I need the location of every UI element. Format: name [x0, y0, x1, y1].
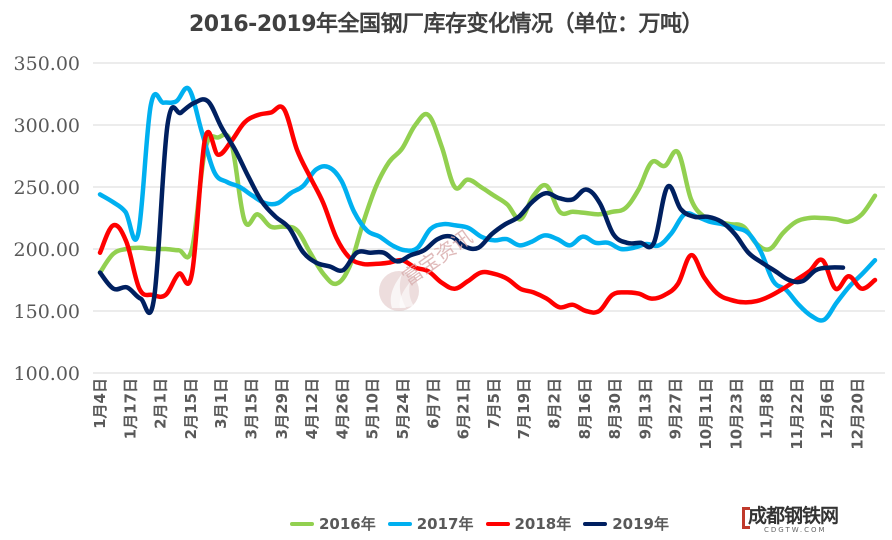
x-tick-label: 7月19日	[515, 378, 533, 439]
gridlines	[93, 62, 885, 374]
site-logo: 成都钢铁网 CDGTW.COM	[742, 505, 870, 534]
x-tick-label: 10月11日	[697, 378, 715, 450]
logo-subtext: CDGTW.COM	[764, 526, 827, 534]
chart-legend: 2016年 2017年 2018年 2019年	[290, 513, 669, 534]
x-tick-label: 8月16日	[576, 378, 594, 439]
x-tick-label: 3月1日	[212, 378, 230, 429]
series-line-2017	[97, 85, 878, 323]
legend-label: 2017年	[416, 515, 474, 533]
legend-item: 2016年	[290, 513, 376, 534]
legend-swatch-icon	[387, 521, 412, 526]
x-tick-label: 9月13日	[636, 378, 654, 439]
y-tick-label: 100.00	[14, 363, 80, 385]
y-axis-ticks: 350.00 300.00 250.00 200.00 150.00 100.00	[14, 53, 80, 385]
x-tick-label: 12月6日	[818, 378, 836, 439]
series-lines	[97, 85, 878, 323]
legend-item: 2019年	[583, 513, 669, 534]
x-tick-label: 7月5日	[485, 378, 503, 429]
legend-label: 2018年	[514, 515, 572, 533]
logo-bracket-icon	[742, 507, 750, 529]
x-tick-label: 1月4日	[91, 378, 109, 429]
legend-label: 2016年	[319, 515, 376, 533]
y-tick-label: 350.00	[14, 53, 80, 75]
x-tick-label: 5月10日	[364, 378, 382, 439]
legend-item: 2018年	[485, 513, 572, 534]
x-tick-label: 12月20日	[849, 378, 867, 450]
watermark-logo-icon	[379, 271, 419, 311]
x-axis-ticks: 1月4日 1月17日 2月1日 2月15日 3月1日 3月15日 3月29日 4月12日 4月2…	[91, 378, 867, 450]
legend-swatch-icon	[290, 521, 314, 526]
x-tick-label: 2月1日	[152, 378, 170, 429]
series-line-2019	[97, 97, 846, 316]
x-tick-label: 3月15日	[243, 378, 261, 439]
x-tick-label: 8月2日	[546, 378, 564, 429]
legend-label: 2019年	[612, 515, 669, 533]
x-tick-label: 5月24日	[394, 378, 412, 439]
x-tick-label: 11月22日	[788, 378, 806, 450]
x-tick-label: 8月30日	[606, 378, 624, 439]
x-tick-label: 11月8日	[758, 378, 776, 439]
x-tick-label: 6月21日	[455, 378, 473, 439]
x-tick-label: 10月23日	[727, 378, 745, 450]
x-tick-label: 3月29日	[273, 378, 291, 439]
logo-text: 成都钢铁网	[748, 505, 839, 527]
x-tick-label: 4月12日	[303, 378, 321, 439]
y-tick-label: 300.00	[14, 115, 80, 137]
y-tick-label: 250.00	[14, 177, 80, 199]
x-tick-label: 2月15日	[182, 378, 200, 439]
x-tick-label: 1月17日	[121, 378, 139, 439]
y-tick-label: 150.00	[14, 301, 80, 323]
x-tick-label: 6月7日	[424, 378, 442, 429]
series-line-2018	[97, 104, 878, 315]
y-tick-label: 200.00	[14, 239, 80, 261]
legend-item: 2017年	[387, 513, 474, 534]
legend-swatch-icon	[583, 521, 608, 526]
legend-swatch-icon	[485, 521, 510, 526]
x-tick-label: 4月26日	[333, 378, 351, 439]
x-tick-label: 9月27日	[667, 378, 685, 439]
chart-title: 2016-2019年全国钢厂库存变化情况（单位：万吨）	[188, 12, 704, 37]
